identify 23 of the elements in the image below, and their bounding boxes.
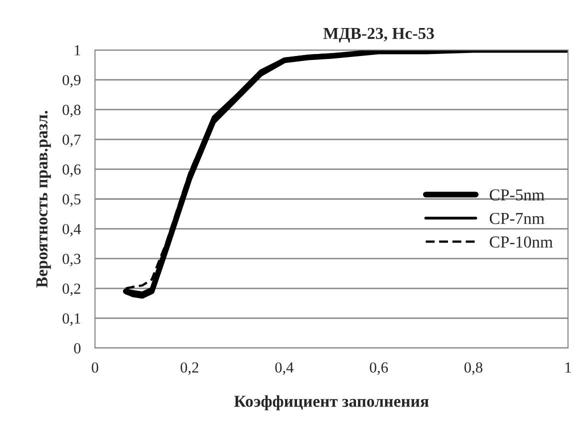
legend-label: CP-5nm [490, 189, 544, 201]
x-tick-label: 0,6 [370, 362, 388, 375]
x-tick-label: 0,4 [275, 362, 294, 375]
y-tick-label: 0,4 [62, 224, 81, 236]
x-tick-label: 1 [566, 362, 571, 372]
x-axis-title: Коэффициент заполнения [234, 395, 429, 410]
y-tick-label: 0,6 [62, 164, 81, 177]
y-tick-label: 0,2 [62, 284, 80, 296]
y-tick-label: 0,5 [62, 194, 81, 207]
y-tick-label: 0,8 [62, 104, 81, 118]
y-tick-label: 0,3 [62, 254, 81, 266]
y-tick-label: 0 [74, 343, 81, 354]
x-tick-label: 0,8 [464, 362, 482, 375]
y-tick-label: 0,9 [62, 74, 80, 88]
x-tick-label: 0 [92, 362, 98, 373]
legend-label: CP-10nm [490, 236, 553, 248]
y-tick-label: 1 [74, 45, 80, 56]
y-tick-label: 0,7 [62, 134, 81, 148]
legend-label: CP-7nm [490, 212, 544, 224]
x-tick-label: 0,2 [180, 362, 198, 375]
chart-title: МДВ-23, Hc-53 [323, 28, 434, 42]
y-tick-label: 0,1 [62, 313, 80, 326]
y-axis-title: Вероятность прав.разл. [36, 110, 51, 288]
